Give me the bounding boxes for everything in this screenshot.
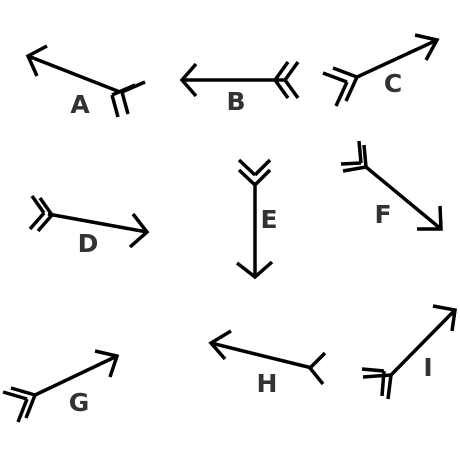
arrow-i-fletching xyxy=(361,367,393,400)
arrow-f-head xyxy=(417,205,443,231)
arrow-b: B xyxy=(179,60,300,116)
arrow-g-shaft xyxy=(32,354,118,398)
arrow-d-shaft xyxy=(47,212,148,234)
arrow-i-head xyxy=(432,304,457,332)
arrow-a-head xyxy=(25,44,48,77)
arrow-e: E xyxy=(235,158,278,280)
arrow-b-fletching xyxy=(273,60,300,100)
arrow-g-fletching xyxy=(2,386,37,423)
arrow-d: D xyxy=(28,194,150,258)
arrow-c-head xyxy=(414,33,440,61)
arrow-h-label: H xyxy=(257,369,278,398)
arrow-e-fletching xyxy=(237,158,272,187)
arrow-g-label: G xyxy=(69,388,90,417)
arrow-i: I xyxy=(361,304,457,400)
arrow-b-label: B xyxy=(226,87,245,116)
arrow-c-fletching xyxy=(322,66,359,107)
arrow-c-label: C xyxy=(384,69,402,98)
arrow-e-head xyxy=(235,260,274,280)
arrow-c: C xyxy=(322,33,440,107)
arrow-g: G xyxy=(2,349,120,423)
arrow-g-head xyxy=(94,349,120,378)
arrow-a-fletching xyxy=(110,80,146,118)
arrow-d-head xyxy=(128,212,150,249)
arrow-a-shaft xyxy=(27,54,121,94)
arrow-c-shaft xyxy=(354,38,438,80)
arrow-f-fletching xyxy=(340,140,368,173)
arrow-h-shaft xyxy=(210,341,313,370)
arrow-f-label: F xyxy=(374,200,391,229)
arrow-h-head xyxy=(208,329,232,361)
arrow-h: H xyxy=(208,329,327,398)
arrow-a-label: A xyxy=(70,90,90,119)
arrow-i-label: I xyxy=(423,353,432,382)
arrow-d-label: D xyxy=(78,229,99,258)
arrow-b-head xyxy=(179,62,198,98)
arrow-f-shaft xyxy=(364,165,443,231)
arrow-h-fletching xyxy=(308,351,327,386)
arrow-e-label: E xyxy=(260,205,277,234)
arrow-a: A xyxy=(25,44,146,119)
arrow-i-shaft xyxy=(389,308,457,377)
arrow-d-fletching xyxy=(28,194,54,233)
arrow-f: F xyxy=(340,140,443,231)
